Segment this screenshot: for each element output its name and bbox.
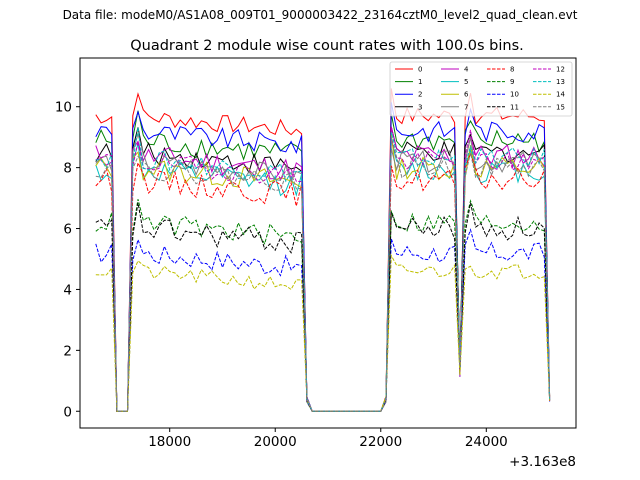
legend-label: 8 [510, 66, 514, 74]
y-tick-label: 2 [63, 343, 72, 359]
series-line-0 [95, 88, 551, 412]
legend-label: 7 [464, 103, 468, 111]
legend-label: 3 [418, 103, 422, 111]
figure-suptitle: Data file: modeM0/AS1A08_009T01_90000034… [62, 8, 578, 22]
series-line-11 [95, 202, 551, 412]
legend-box [389, 61, 573, 117]
x-offset-label: +3.163e8 [509, 454, 576, 470]
legend-label: 0 [418, 66, 422, 74]
y-tick-label: 4 [63, 282, 72, 298]
series-line-13 [95, 127, 551, 412]
series-line-3 [95, 126, 551, 412]
series-line-4 [95, 126, 551, 412]
legend-label: 1 [418, 78, 422, 86]
ticks-group: 18000 20000 22000 24000 0 2 4 6 8 10 [55, 100, 508, 450]
series-line-15 [95, 136, 551, 412]
series-line-9 [95, 199, 551, 412]
x-tick-label: 20000 [254, 434, 297, 450]
legend-label: 11 [510, 103, 519, 111]
legend-label: 5 [464, 78, 468, 86]
series-line-14 [95, 253, 551, 412]
legend-label: 6 [464, 91, 469, 99]
axes-frame [79, 57, 577, 429]
series-line-12 [95, 129, 551, 412]
series-line-8 [95, 152, 551, 412]
legend-label: 9 [510, 78, 514, 86]
y-tick-label: 10 [55, 100, 72, 116]
series-line-10 [95, 228, 551, 412]
legend-label: 15 [556, 103, 565, 111]
x-tick-label: 24000 [465, 434, 508, 450]
legend-label: 10 [510, 91, 519, 99]
legend-label: 4 [464, 66, 469, 74]
y-tick-label: 0 [63, 404, 72, 420]
y-tick-label: 8 [63, 161, 72, 177]
chart-title: Quadrant 2 module wise count rates with … [130, 38, 524, 54]
legend-label: 13 [556, 78, 565, 86]
x-tick-label: 22000 [359, 434, 402, 450]
legend-label: 12 [556, 66, 565, 74]
x-tick-label: 18000 [148, 434, 191, 450]
series-line-6 [95, 134, 551, 412]
y-tick-label: 6 [63, 222, 72, 238]
legend-label: 14 [556, 91, 565, 99]
legend-label: 2 [418, 91, 422, 99]
